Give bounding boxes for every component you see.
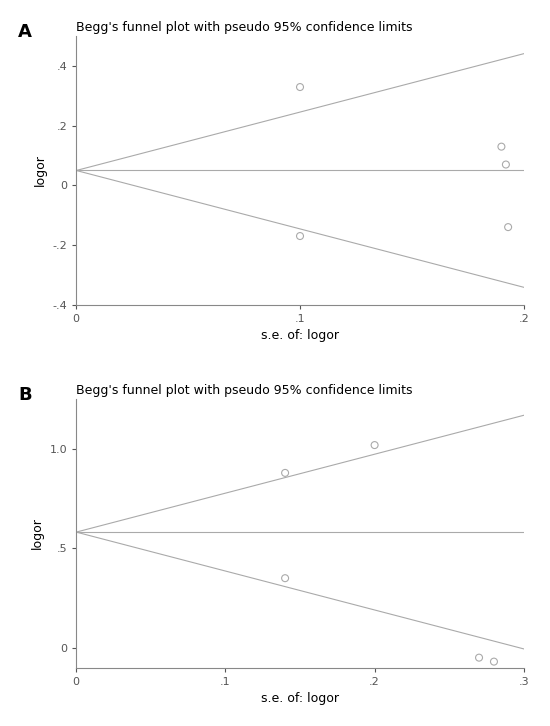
Point <box>370 439 379 451</box>
Point <box>280 572 289 584</box>
Text: Begg's funnel plot with pseudo 95% confidence limits: Begg's funnel plot with pseudo 95% confi… <box>76 384 412 397</box>
Y-axis label: logor: logor <box>31 518 44 550</box>
Point <box>280 467 289 478</box>
Text: B: B <box>18 386 32 404</box>
Point <box>490 656 498 667</box>
Point <box>504 221 513 233</box>
Point <box>295 81 304 93</box>
X-axis label: s.e. of: logor: s.e. of: logor <box>261 329 339 342</box>
Text: A: A <box>18 23 32 41</box>
Y-axis label: logor: logor <box>34 155 47 187</box>
Point <box>497 141 506 152</box>
X-axis label: s.e. of: logor: s.e. of: logor <box>261 692 339 705</box>
Text: Begg's funnel plot with pseudo 95% confidence limits: Begg's funnel plot with pseudo 95% confi… <box>76 21 412 34</box>
Point <box>502 159 510 171</box>
Point <box>475 652 483 664</box>
Point <box>295 230 304 242</box>
